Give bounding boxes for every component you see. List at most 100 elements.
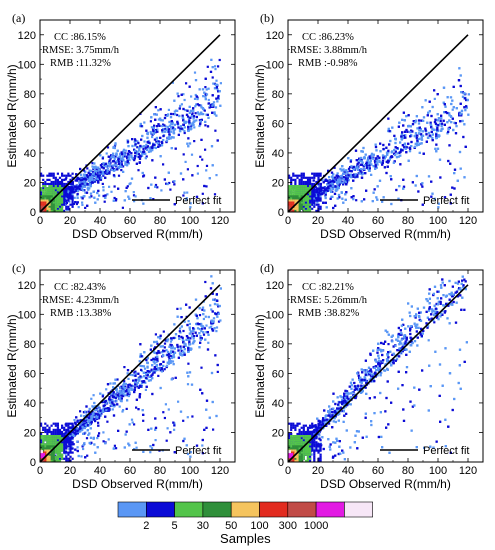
density-cell [195, 95, 198, 98]
density-cell [415, 137, 418, 140]
density-cell [137, 141, 140, 145]
density-cell [102, 186, 105, 189]
density-cell [58, 185, 62, 188]
density-cell [121, 153, 124, 156]
density-cell [113, 157, 116, 161]
density-cell [65, 182, 68, 186]
density-cell [143, 121, 146, 124]
density-cell [122, 152, 125, 155]
density-cell [123, 155, 126, 158]
density-cell [359, 172, 362, 175]
density-cell [71, 193, 74, 196]
density-cell [87, 171, 90, 174]
density-cell [50, 172, 53, 175]
density-cell [67, 174, 70, 177]
density-cell [84, 191, 87, 194]
density-cell [154, 185, 157, 188]
density-cell [108, 170, 111, 174]
density-cell [52, 182, 55, 186]
density-cell [44, 207, 47, 210]
density-cell [431, 137, 434, 140]
density-cell [453, 121, 456, 124]
x-tick-label: 20 [64, 215, 76, 227]
x-tick-label: 60 [124, 215, 136, 227]
density-cell [214, 68, 217, 71]
density-cell [102, 174, 105, 177]
density-cell [81, 182, 84, 185]
density-cell [91, 178, 94, 181]
density-cell [113, 163, 116, 166]
density-cell [438, 158, 442, 161]
density-cell [103, 170, 106, 174]
density-cell [52, 189, 55, 192]
density-cell [71, 201, 74, 204]
density-cell [157, 109, 160, 112]
density-cell [376, 198, 379, 201]
density-cell [56, 197, 59, 200]
density-cell [151, 128, 155, 131]
density-cell [90, 173, 93, 177]
density-cell [94, 172, 97, 175]
density-cell [131, 158, 134, 161]
density-cell [85, 174, 89, 177]
density-cell [48, 174, 51, 177]
density-cell [65, 205, 68, 208]
density-cell [48, 172, 51, 175]
density-cell [99, 164, 102, 167]
density-cell [172, 113, 175, 116]
density-cell [450, 121, 453, 124]
density-cell [106, 146, 110, 149]
density-cell [58, 199, 62, 202]
density-cell [349, 160, 352, 163]
density-cell [204, 120, 207, 123]
density-cell [182, 178, 185, 181]
density-cell [217, 90, 220, 93]
density-cell [122, 170, 125, 173]
density-cell [61, 205, 64, 208]
density-cell [443, 111, 446, 114]
density-cell [203, 184, 206, 188]
density-cell [40, 187, 43, 190]
density-cell [48, 195, 51, 198]
density-cell [63, 174, 66, 177]
density-cell [58, 180, 62, 184]
density-cell [207, 116, 210, 119]
density-cell [339, 178, 342, 182]
density-cell [394, 146, 397, 149]
density-cell [69, 203, 72, 206]
density-cell [411, 130, 414, 133]
stat-text: RMB :11.32% [50, 58, 111, 69]
y-tick-label: 100 [18, 59, 36, 71]
density-cell [113, 168, 116, 171]
density-cell [453, 168, 457, 171]
density-cell [122, 165, 125, 168]
density-cell [74, 185, 78, 188]
density-cell [341, 197, 344, 200]
density-cell [205, 113, 208, 116]
density-cell [71, 182, 74, 186]
density-cell [191, 174, 194, 177]
density-cell [185, 197, 188, 200]
density-cell [453, 187, 456, 190]
density-cell [79, 167, 82, 171]
density-cell [61, 187, 64, 190]
density-cell [115, 198, 118, 201]
density-cell [142, 145, 145, 148]
density-cell [138, 148, 141, 151]
density-cell [65, 191, 68, 194]
density-cell [205, 185, 208, 188]
density-cell [206, 65, 209, 68]
density-cell [201, 158, 204, 161]
density-cell [209, 70, 213, 73]
density-cell [394, 141, 397, 145]
density-cell [54, 199, 57, 202]
density-cell [46, 197, 49, 200]
density-cell [161, 119, 164, 122]
density-cell [442, 119, 445, 122]
density-cell [161, 129, 164, 132]
density-cell [52, 172, 55, 175]
density-cell [443, 103, 446, 106]
density-cell [190, 95, 193, 98]
density-cell [213, 111, 216, 114]
density-cell [48, 185, 51, 188]
